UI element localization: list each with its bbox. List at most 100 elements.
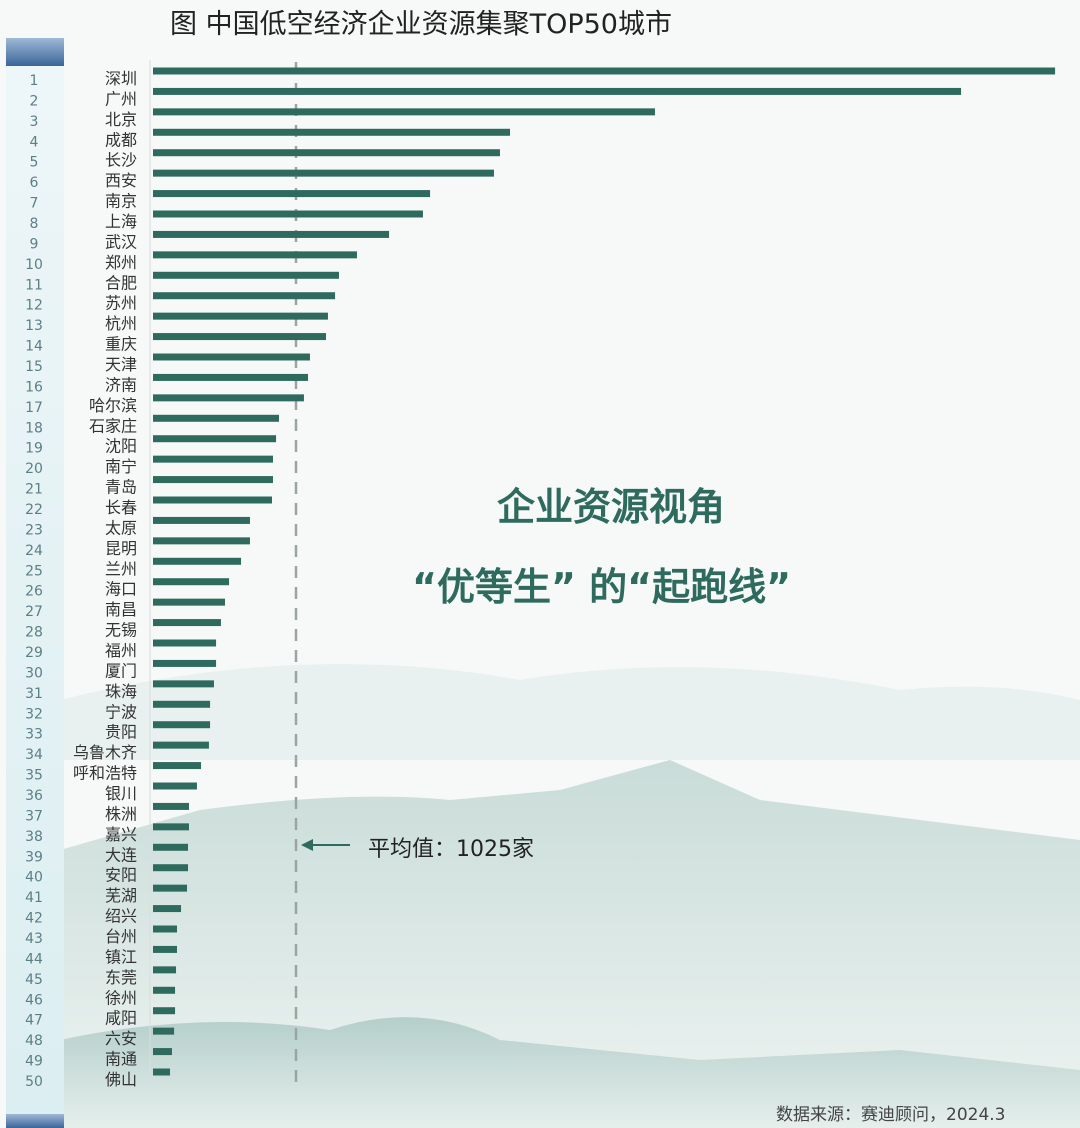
rank-label: 20 <box>25 461 43 477</box>
bar-35 <box>153 762 201 770</box>
category-label: 南京 <box>105 192 137 211</box>
bar-30 <box>153 659 217 667</box>
bar-23 <box>153 516 250 524</box>
bar-39 <box>153 843 189 851</box>
category-label: 宁波 <box>105 702 137 721</box>
bar-12 <box>153 292 336 300</box>
bar-45 <box>153 966 177 974</box>
category-label: 沈阳 <box>105 437 137 456</box>
bar-13 <box>153 312 328 320</box>
category-label: 海口 <box>105 580 137 599</box>
average-arrow-head <box>301 839 313 851</box>
category-label: 太原 <box>105 518 137 537</box>
rank-label: 5 <box>30 155 39 171</box>
category-label: 合肥 <box>105 273 137 292</box>
bar-25 <box>153 557 242 565</box>
category-label: 济南 <box>105 375 137 394</box>
rank-label: 21 <box>25 482 43 498</box>
category-label: 南昌 <box>105 600 137 619</box>
bar-29 <box>153 639 217 647</box>
bar-43 <box>153 925 177 933</box>
bar-11 <box>153 271 339 279</box>
rank-label: 28 <box>25 625 43 641</box>
rank-label: 12 <box>25 298 43 314</box>
bar-14 <box>153 333 326 341</box>
bar-33 <box>153 721 211 729</box>
category-label: 苏州 <box>105 294 137 313</box>
headline-line1: 企业资源视角 <box>497 485 726 529</box>
rank-label: 42 <box>25 911 43 927</box>
category-label: 厦门 <box>105 661 137 680</box>
rank-label: 47 <box>25 1013 43 1029</box>
bar-44 <box>153 945 177 953</box>
rank-label: 40 <box>25 870 43 886</box>
bar-8 <box>153 210 423 218</box>
category-label: 株洲 <box>105 804 137 823</box>
bar-6 <box>153 169 494 177</box>
category-label: 台州 <box>105 927 137 946</box>
bar-9 <box>153 230 390 238</box>
rank-label: 25 <box>25 563 43 579</box>
category-label: 郑州 <box>105 253 137 272</box>
rank-label: 36 <box>25 788 43 804</box>
category-label: 青岛 <box>105 478 137 497</box>
rank-label: 18 <box>25 420 43 436</box>
rank-label: 33 <box>25 727 43 743</box>
bar-21 <box>153 476 273 484</box>
category-label: 武汉 <box>105 232 137 251</box>
rank-label: 34 <box>25 747 43 763</box>
rank-label: 11 <box>25 277 43 293</box>
category-label: 成都 <box>105 130 137 149</box>
rank-label: 14 <box>25 339 43 355</box>
category-label: 安阳 <box>105 866 137 885</box>
rank-label: 29 <box>25 645 43 661</box>
bar-22 <box>153 496 273 504</box>
category-label: 哈尔滨 <box>89 396 137 415</box>
rank-label: 35 <box>25 768 43 784</box>
rank-label: 49 <box>25 1054 43 1070</box>
category-label: 西安 <box>105 171 137 190</box>
bar-5 <box>153 149 500 157</box>
chart-title: 图 中国低空经济企业资源集聚TOP50城市 <box>170 9 672 40</box>
category-label: 镇江 <box>105 947 137 966</box>
bar-7 <box>153 190 431 198</box>
category-label: 北京 <box>105 110 137 129</box>
category-label: 深圳 <box>105 69 137 88</box>
bar-37 <box>153 802 189 810</box>
bar-34 <box>153 741 209 749</box>
category-label: 兰州 <box>105 559 137 578</box>
bar-2 <box>153 87 962 95</box>
rank-label: 19 <box>25 441 43 457</box>
rank-label: 45 <box>25 972 43 988</box>
bar-24 <box>153 537 250 545</box>
bar-40 <box>153 864 189 872</box>
bar-10 <box>153 251 357 259</box>
rank-label: 2 <box>30 93 39 109</box>
bar-49 <box>153 1048 172 1056</box>
category-label: 嘉兴 <box>105 825 137 844</box>
rank-label: 46 <box>25 992 43 1008</box>
bar-19 <box>153 435 277 443</box>
bar-20 <box>153 455 273 463</box>
bar-18 <box>153 414 279 422</box>
category-label: 长沙 <box>105 151 137 170</box>
bar-36 <box>153 782 197 790</box>
rank-label: 8 <box>30 216 39 232</box>
category-label: 昆明 <box>105 539 137 558</box>
category-label: 大连 <box>105 845 137 864</box>
category-label: 芜湖 <box>105 886 137 905</box>
category-label: 南宁 <box>105 457 137 476</box>
category-label: 徐州 <box>105 988 137 1007</box>
rank-column-header <box>6 38 64 66</box>
category-label: 佛山 <box>105 1070 137 1089</box>
rank-label: 6 <box>30 175 39 191</box>
category-label: 广州 <box>105 89 137 108</box>
rank-label: 26 <box>25 584 43 600</box>
category-label: 南通 <box>105 1050 137 1069</box>
bar-48 <box>153 1027 175 1035</box>
category-label: 长春 <box>105 498 137 517</box>
rank-label: 17 <box>25 400 43 416</box>
rank-label: 38 <box>25 829 43 845</box>
category-label: 咸阳 <box>105 1009 137 1028</box>
